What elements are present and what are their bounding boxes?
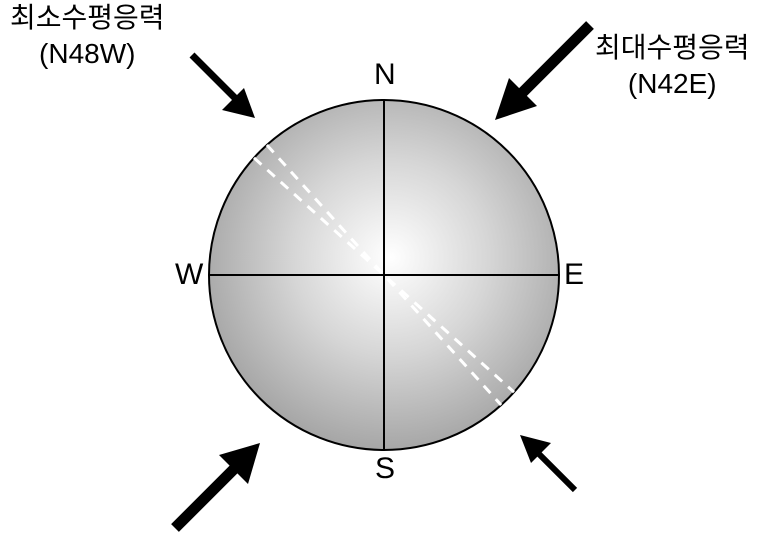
min-stress-label: 최소수평응력 (N48W) [10,0,165,73]
arrow-se-small [520,435,575,490]
cardinal-w: W [175,258,203,292]
arrow-sw-large [175,443,260,528]
cardinal-e: E [564,258,584,292]
cardinal-n: N [374,58,396,92]
cardinal-s: S [375,452,395,486]
max-stress-label-line2: (N42E) [595,66,750,102]
max-stress-label: 최대수평응력 (N42E) [595,30,750,103]
arrow-ne-large [495,25,590,120]
stress-diagram: N S E W 최소수평응력 (N48W) 최대수평응력 (N42E) [0,0,768,533]
min-stress-label-line1: 최소수평응력 [10,0,165,36]
min-stress-label-line2: (N48W) [10,36,165,72]
arrow-nw-small [192,55,255,118]
max-stress-label-line1: 최대수평응력 [595,30,750,66]
